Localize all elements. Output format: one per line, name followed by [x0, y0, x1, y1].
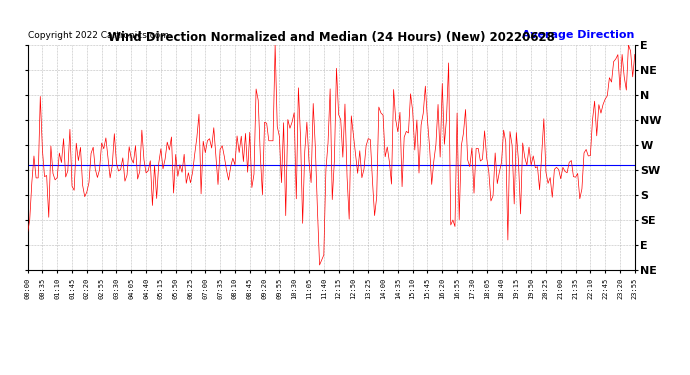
Title: Wind Direction Normalized and Median (24 Hours) (New) 20220628: Wind Direction Normalized and Median (24… — [108, 31, 555, 44]
Text: Average Direction: Average Direction — [522, 30, 634, 40]
Text: Copyright 2022 Cartronics.com: Copyright 2022 Cartronics.com — [28, 32, 169, 40]
